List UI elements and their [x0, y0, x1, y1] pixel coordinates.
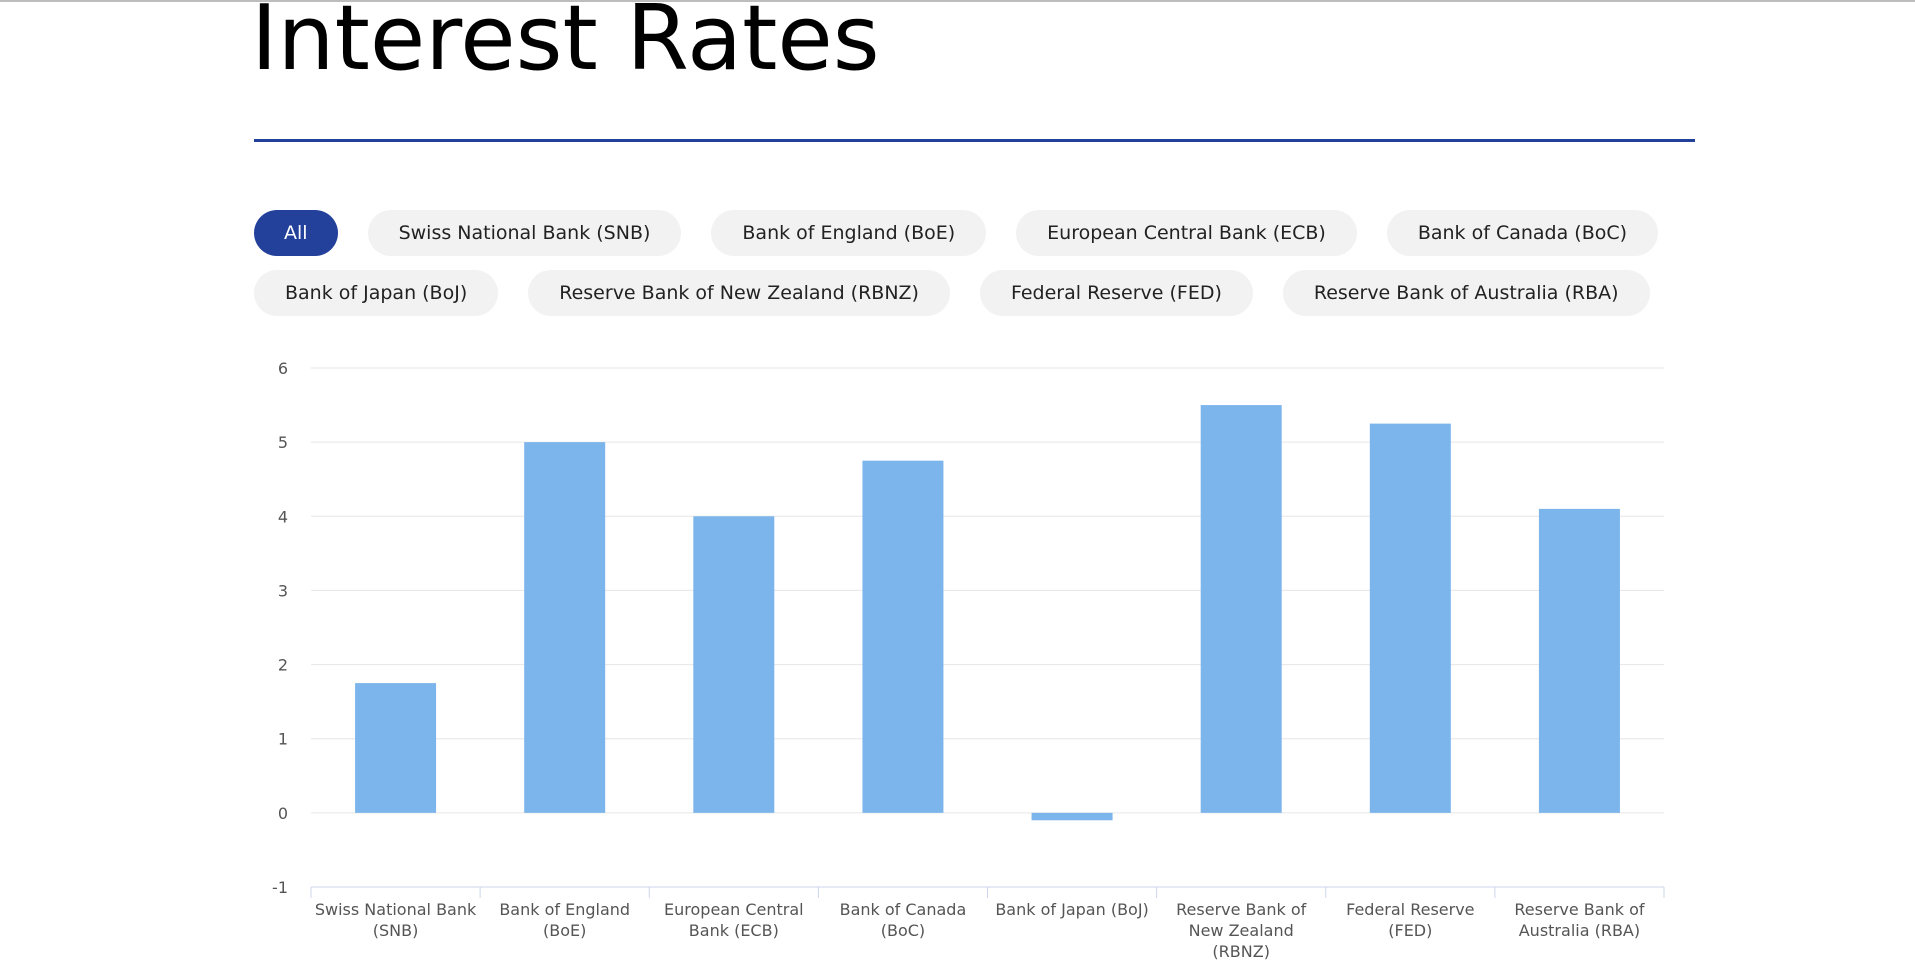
y-tick-label: 3 — [278, 581, 288, 600]
x-category-label: Bank of Canada — [840, 900, 967, 919]
bar — [1369, 423, 1451, 813]
title-divider — [254, 139, 1695, 142]
y-tick-label: 0 — [278, 804, 288, 823]
bar — [693, 516, 775, 813]
bank-filter-pills: All Swiss National Bank (SNB) Bank of Engl… — [254, 210, 1695, 330]
filter-pill[interactable]: European Central Bank (ECB) — [1016, 210, 1357, 256]
y-tick-label: 6 — [278, 359, 288, 378]
x-category-label: Federal Reserve — [1346, 900, 1474, 919]
x-category-label: Swiss National Bank — [315, 900, 477, 919]
y-tick-label: 1 — [278, 730, 288, 749]
x-category-label: (BoC) — [881, 921, 925, 940]
bar — [862, 460, 944, 813]
x-category-label: Bank of Japan (BoJ) — [995, 900, 1148, 919]
bar — [1200, 405, 1282, 813]
x-category-label: (BoE) — [543, 921, 586, 940]
bar — [524, 442, 606, 813]
x-category-label: Bank (ECB) — [689, 921, 779, 940]
bar — [1538, 508, 1620, 813]
x-category-label: Australia (RBA) — [1519, 921, 1640, 940]
x-category-label: New Zealand — [1189, 921, 1294, 940]
bar — [1031, 812, 1113, 821]
filter-pill[interactable]: Federal Reserve (FED) — [979, 270, 1253, 316]
filter-pill[interactable]: Bank of Canada (BoC) — [1386, 210, 1659, 256]
filter-row: Bank of Japan (BoJ) Reserve Bank of New Z… — [254, 270, 1695, 316]
x-category-label: (SNB) — [373, 921, 419, 940]
top-border — [0, 0, 1915, 2]
bar — [355, 683, 437, 813]
y-tick-label: 4 — [278, 507, 288, 526]
x-category-label: (RBNZ) — [1212, 942, 1270, 961]
x-category-label: Bank of England — [499, 900, 630, 919]
page-title: Interest Rates — [251, 0, 880, 91]
filter-pill[interactable]: Bank of England (BoE) — [711, 210, 987, 256]
filter-pill[interactable]: Reserve Bank of New Zealand (RBNZ) — [528, 270, 950, 316]
x-category-label: European Central — [664, 900, 804, 919]
y-tick-label: 2 — [278, 656, 288, 675]
y-tick-label: -1 — [272, 878, 288, 897]
x-category-label: Reserve Bank of — [1176, 900, 1306, 919]
filter-pill[interactable]: Swiss National Bank (SNB) — [367, 210, 682, 256]
filter-row: All Swiss National Bank (SNB) Bank of Engl… — [254, 210, 1695, 256]
x-category-label: Reserve Bank of — [1514, 900, 1644, 919]
filter-pill[interactable]: Reserve Bank of Australia (RBA) — [1282, 270, 1650, 316]
filter-pill[interactable]: Bank of Japan (BoJ) — [254, 270, 499, 316]
filter-pill[interactable]: All — [254, 210, 338, 256]
x-category-label: (FED) — [1388, 921, 1432, 940]
y-tick-label: 5 — [278, 433, 288, 452]
